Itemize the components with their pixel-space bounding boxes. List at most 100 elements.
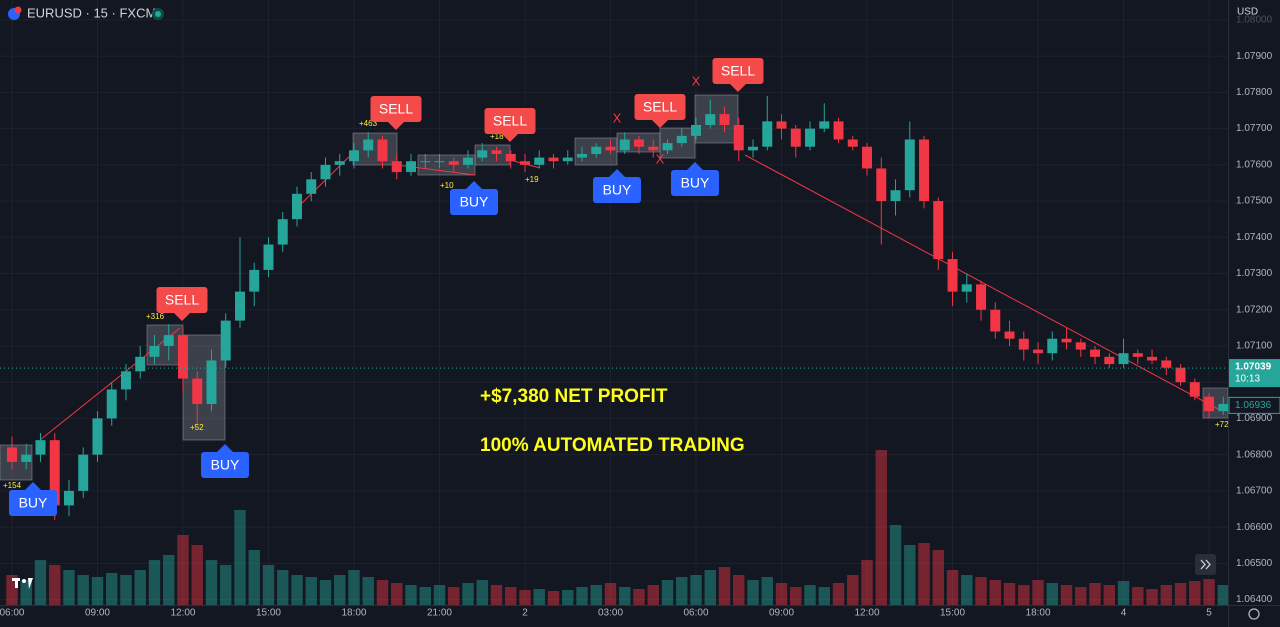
candle-body: [1061, 338, 1072, 343]
candle-body: [719, 114, 730, 125]
x-tick-label: 03:00: [598, 608, 623, 619]
candle-body: [919, 139, 930, 202]
volume-bar: [1132, 587, 1144, 605]
candle-body: [234, 291, 245, 321]
volume-bar: [875, 450, 887, 605]
profit-label: +19: [525, 175, 539, 184]
volume-bar: [1046, 583, 1058, 605]
y-tick-label: 1.07100: [1236, 341, 1273, 352]
candle-body: [733, 124, 744, 151]
trade-signal-pointer: [651, 119, 669, 128]
axes: 1.06400 1.06500 1.06600 1.06700 1.06800 1.069…: [0, 15, 1280, 619]
settings-button[interactable]: [1248, 608, 1260, 620]
currency[interactable]: USD: [1237, 7, 1258, 18]
candle-body: [534, 157, 545, 165]
candle-body: [163, 335, 174, 346]
trade-signal: [593, 177, 641, 203]
candle-body: [776, 121, 787, 129]
candle-body: [491, 150, 502, 154]
volume-bar: [77, 575, 89, 605]
candle-body: [349, 150, 359, 162]
y-tick-label: 1.07300: [1236, 268, 1273, 279]
candle-body: [933, 201, 944, 260]
volume-bar: [106, 573, 118, 605]
candle-body: [1047, 338, 1058, 354]
trade-line: [744, 154, 1221, 411]
volume-bar: [1146, 589, 1158, 605]
candle-body: [1161, 360, 1172, 368]
trade-signal: [450, 189, 498, 215]
symbol-icon: [14, 6, 22, 14]
candle-body: [976, 284, 987, 310]
volume-bar: [405, 585, 417, 605]
candle-body: [406, 161, 416, 173]
profit-label: +18: [490, 132, 504, 141]
candle-body: [676, 135, 687, 144]
last-price-label: 1.07039: [1235, 362, 1272, 373]
trade-signal-pointer: [608, 169, 626, 178]
volume-bar: [889, 525, 902, 605]
x-tick-label: 09:00: [85, 608, 110, 619]
candle-body: [177, 335, 188, 379]
x-tick-label: 15:00: [256, 608, 281, 619]
trade-signal-label: SELL: [643, 99, 677, 115]
y-tick-label: 1.07600: [1236, 159, 1273, 170]
volume-bar: [1018, 585, 1030, 605]
candle-body: [320, 164, 331, 180]
candle-body: [577, 153, 587, 158]
volume-bar: [220, 565, 232, 605]
candle-body: [833, 121, 844, 140]
candle-body: [691, 124, 702, 136]
volume-bar: [1032, 580, 1044, 605]
candle-body: [1147, 356, 1158, 361]
candle-body: [1118, 353, 1129, 365]
scroll-icon: [1200, 559, 1211, 570]
volume-bar: [576, 587, 588, 605]
volume-bar: [1060, 585, 1073, 605]
volume-bar: [1103, 585, 1115, 605]
volume-bar: [319, 580, 332, 605]
candle-body: [263, 244, 274, 270]
volume-bar: [704, 570, 716, 605]
y-tick-label: 1.07800: [1236, 87, 1273, 98]
x-tick-label: 12:00: [170, 608, 195, 619]
candle-body: [434, 161, 445, 163]
x-tick-label: 09:00: [769, 608, 794, 619]
tv-logo: [12, 578, 33, 589]
volume-bar: [191, 545, 203, 605]
trade-box: [694, 94, 739, 144]
trade-signal: [671, 170, 719, 196]
candle-body: [762, 121, 773, 147]
volume-bar: [262, 565, 275, 605]
volume-bar: [505, 587, 517, 605]
reference-price-label: 1.06936: [1235, 400, 1272, 411]
volume-bar: [63, 570, 75, 605]
candle-body: [463, 157, 473, 165]
candle-body: [990, 309, 1001, 332]
volume-bar: [49, 565, 61, 605]
candle-body: [1033, 349, 1044, 354]
volume-bar: [932, 550, 944, 605]
trade-signal-label: SELL: [493, 113, 527, 129]
trade-signal: [370, 96, 422, 122]
volume-bar: [1189, 581, 1201, 605]
candle-body: [1004, 331, 1015, 339]
candle-body: [1075, 342, 1086, 350]
candle-body: [35, 440, 46, 455]
volume-bar: [1160, 585, 1172, 605]
y-tick-label: 1.08000: [1236, 15, 1273, 26]
plot-area: +154 +316 +52 +463 +10 +18 +19 +720: [0, 94, 1228, 605]
candle-body: [634, 139, 644, 147]
trade-signal-label: BUY: [603, 182, 632, 198]
volume-bar: [519, 590, 531, 605]
volume-bar: [277, 570, 289, 605]
headline: +$7,380 NET PROFIT: [480, 386, 668, 407]
candle-body: [662, 143, 673, 151]
volume-bar: [733, 575, 745, 605]
candle-body: [1218, 403, 1228, 412]
candle-body: [149, 345, 160, 357]
exit-mark: X: [692, 73, 701, 88]
candle-body: [220, 320, 231, 361]
candle-body: [363, 139, 374, 151]
